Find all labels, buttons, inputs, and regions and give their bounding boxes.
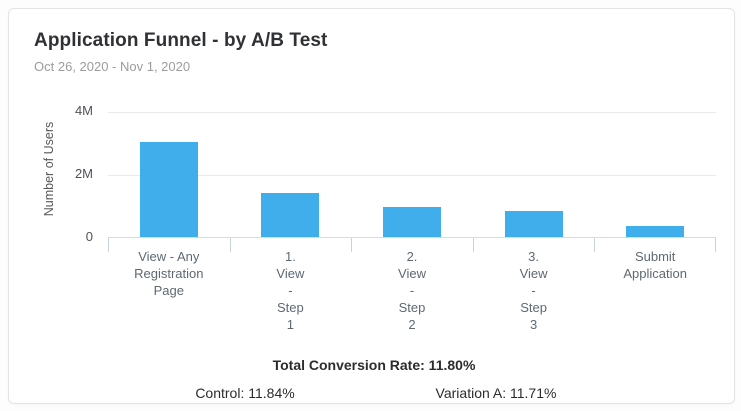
- y-tick-label: 0: [85, 229, 93, 244]
- x-tick-mark: [594, 238, 596, 252]
- chart-title: Application Funnel - by A/B Test: [34, 30, 328, 51]
- x-tick-label: View - Any Registration Page: [134, 249, 204, 298]
- funnel-bar-3[interactable]: [383, 207, 441, 237]
- funnel-bar-4[interactable]: [504, 211, 563, 237]
- plot-area: [108, 104, 716, 252]
- funnel-bar-1[interactable]: [139, 142, 198, 237]
- y-tick-label: 4M: [74, 102, 93, 118]
- x-tick-mark: [351, 238, 353, 252]
- x-tick-mark: [229, 238, 231, 252]
- variation-conversion-rate: Variation A: 11.71%: [435, 385, 557, 401]
- x-tick-label: Submit Application: [623, 249, 687, 281]
- funnel-bar-2[interactable]: [261, 192, 320, 237]
- x-tick-label: 3. View - Step 3: [519, 249, 548, 332]
- x-tick-label: 1. View - Step 1: [276, 249, 305, 332]
- y-tick-label: 2M: [74, 165, 93, 181]
- funnel-bar-5[interactable]: [626, 225, 685, 237]
- funnel-chart-card: Application Funnel - by A/B Test Oct 26,…: [8, 8, 735, 404]
- x-tick-mark: [108, 238, 109, 252]
- control-conversion-rate: Control: 11.84%: [195, 385, 295, 401]
- total-conversion-rate: Total Conversion Rate: 11.80%: [272, 357, 476, 373]
- x-tick-mark: [715, 238, 716, 252]
- x-axis-line: [108, 237, 716, 238]
- x-tick-label: 2. View - Step 2: [398, 249, 426, 332]
- gridline: [108, 174, 716, 176]
- chart-date-range: Oct 26, 2020 - Nov 1, 2020: [34, 59, 191, 74]
- gridline: [108, 111, 716, 113]
- x-tick-mark: [472, 238, 474, 252]
